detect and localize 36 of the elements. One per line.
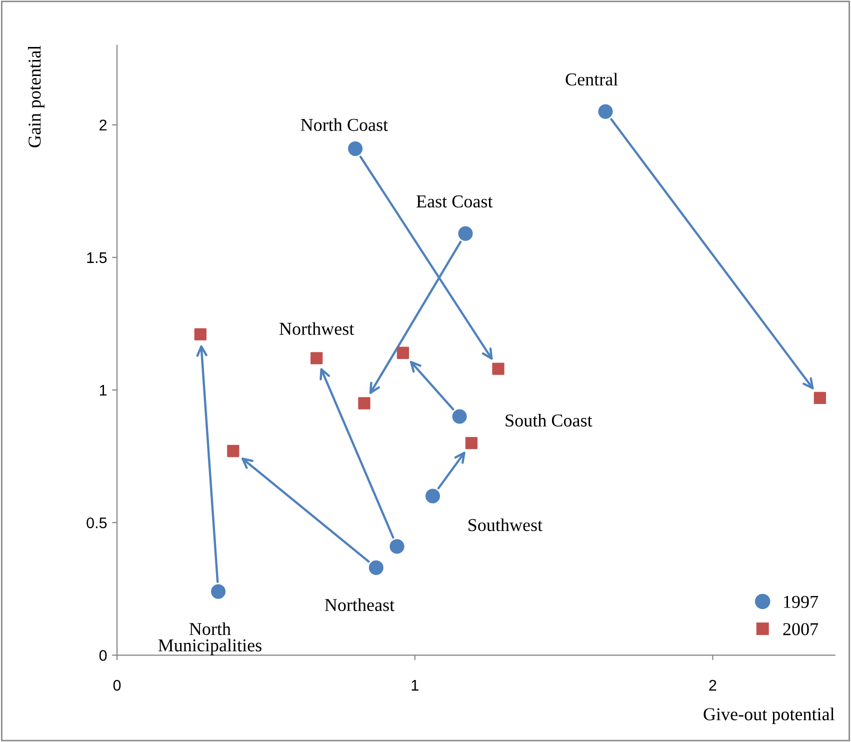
point (425, 488, 440, 504)
x-tick-label: 0 (113, 680, 121, 691)
point (368, 560, 384, 575)
annotation: North Municipalities (158, 622, 262, 656)
x-tick-label: 1 (412, 680, 418, 691)
point (348, 141, 363, 156)
annotation: South Coast (506, 414, 592, 427)
point (194, 328, 206, 340)
point (465, 436, 478, 450)
x-axis-title: Give-out potential (704, 708, 834, 724)
y-tick-label: 2 (100, 120, 107, 130)
y-tick-label: 1.5 (87, 252, 107, 264)
annotation: Southwest (468, 518, 542, 532)
annotation: East Coast (416, 195, 493, 208)
point (211, 584, 226, 599)
y-axis-title: Gain potential (28, 46, 44, 148)
annotation: Northwest (279, 322, 354, 335)
point (390, 539, 404, 554)
annotation: North Coast (300, 118, 388, 131)
point (492, 362, 504, 375)
point (458, 226, 473, 241)
y-tick-label: 1 (100, 385, 107, 396)
y-tick-label: 0 (99, 650, 107, 661)
point (358, 397, 370, 410)
y-tick-label: 0.5 (86, 517, 107, 528)
annotation: Central (566, 72, 618, 86)
point (227, 444, 240, 458)
point (396, 346, 410, 359)
point (310, 352, 323, 364)
legend-label: 1997 (784, 596, 818, 608)
legend-label: 2007 (783, 623, 818, 636)
point (598, 104, 613, 119)
x-tick-label: 2 (709, 680, 716, 691)
point (452, 409, 467, 424)
annotation: Northeast (324, 598, 394, 612)
point (814, 392, 826, 404)
